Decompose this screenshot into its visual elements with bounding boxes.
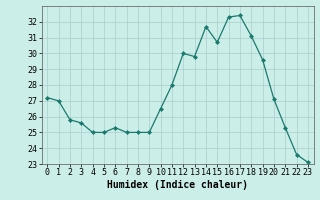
X-axis label: Humidex (Indice chaleur): Humidex (Indice chaleur) bbox=[107, 180, 248, 190]
